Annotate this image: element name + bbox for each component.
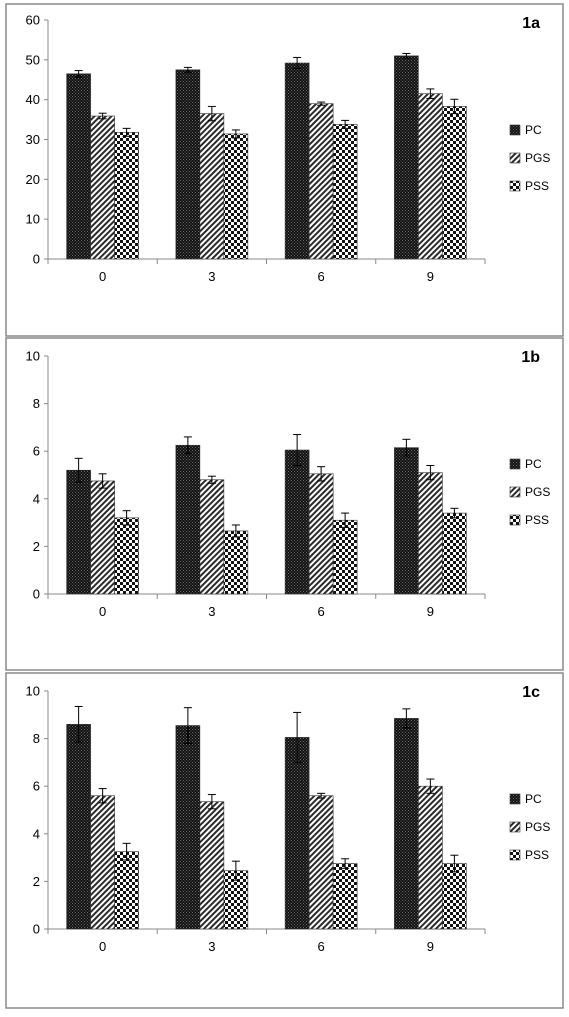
y-tick-label: 20 — [26, 172, 40, 187]
panel-frame — [5, 337, 564, 671]
bar-pgs-3 — [199, 113, 225, 260]
chart-panel-1b: 0 2 4 6 8 10 0 3 6 9 1b PC PGS PSS — [5, 337, 564, 671]
y-tick-label: 10 — [26, 684, 40, 699]
x-tick-label: 0 — [99, 939, 106, 954]
legend-label-pgs: PGS — [525, 485, 550, 499]
panel-frame — [5, 3, 564, 337]
bar-pss-0 — [114, 851, 139, 930]
bar-pc-0 — [66, 469, 91, 595]
bar-pgs-3 — [199, 801, 225, 930]
legend-swatch-pss — [509, 180, 521, 192]
legend-label-pss: PSS — [525, 179, 549, 193]
bar-pss-3 — [223, 530, 249, 595]
bar-pgs-0 — [90, 795, 115, 930]
y-tick-label: 4 — [33, 491, 40, 506]
y-tick-label: 10 — [26, 212, 40, 227]
y-tick-label: 2 — [33, 874, 40, 889]
x-tick-label: 9 — [427, 939, 434, 954]
legend-label-pgs: PGS — [525, 151, 550, 165]
bar-pc-9 — [394, 55, 419, 260]
x-tick-label: 3 — [208, 939, 215, 954]
bar-pc-0 — [66, 73, 91, 260]
bar-pss-0 — [114, 132, 139, 260]
legend-label-pc: PC — [525, 457, 542, 471]
y-tick-label: 8 — [33, 731, 40, 746]
bar-pgs-0 — [90, 115, 115, 260]
bar-pss-6 — [332, 124, 358, 260]
legend-swatch-pc — [509, 124, 521, 136]
bar-pgs-9 — [418, 785, 443, 930]
x-tick-label: 3 — [208, 269, 215, 284]
bar-pgs-6 — [308, 103, 334, 260]
bar-pc-0 — [66, 724, 91, 930]
bar-pgs-6 — [308, 473, 334, 595]
x-tick-label: 6 — [318, 604, 325, 619]
legend-swatch-pgs — [509, 486, 521, 498]
legend-label-pss: PSS — [525, 848, 549, 862]
bar-pgs-9 — [418, 472, 443, 595]
x-tick-label: 6 — [318, 939, 325, 954]
bar-pc-9 — [394, 718, 419, 930]
legend-swatch-pgs — [509, 152, 521, 164]
legend-swatch-pc — [509, 458, 521, 470]
bar-pgs-9 — [418, 93, 443, 260]
bar-pss-9 — [442, 106, 467, 260]
x-tick-label: 0 — [99, 604, 106, 619]
y-tick-label: 60 — [26, 13, 40, 28]
bar-pss-0 — [114, 517, 139, 595]
legend-swatch-pc — [509, 793, 521, 805]
y-tick-label: 6 — [33, 779, 40, 794]
legend-label-pgs: PGS — [525, 820, 550, 834]
bar-pc-3 — [175, 444, 201, 595]
bar-pss-9 — [442, 863, 467, 930]
x-tick-label: 0 — [99, 269, 106, 284]
y-tick-label: 50 — [26, 52, 40, 67]
legend-swatch-pgs — [509, 821, 521, 833]
y-tick-label: 0 — [33, 252, 40, 267]
bar-pgs-0 — [90, 480, 115, 595]
legend-swatch-pss — [509, 514, 521, 526]
bar-pgs-3 — [199, 479, 225, 595]
chart-panel-1c: 0 2 4 6 8 10 0 3 6 9 1c PC PGS PSS — [5, 672, 564, 1009]
panel-frame — [5, 672, 564, 1009]
bar-pgs-6 — [308, 795, 334, 930]
y-tick-label: 10 — [26, 349, 40, 364]
panel-label: 1a — [522, 15, 540, 32]
bar-pc-9 — [394, 447, 419, 595]
legend-swatch-pss — [509, 849, 521, 861]
bar-pss-3 — [223, 133, 249, 260]
y-tick-label: 2 — [33, 539, 40, 554]
bar-pss-9 — [442, 512, 467, 595]
x-tick-label: 3 — [208, 604, 215, 619]
y-tick-label: 30 — [26, 132, 40, 147]
x-tick-label: 9 — [427, 604, 434, 619]
legend-label-pc: PC — [525, 123, 542, 137]
bar-pc-3 — [175, 69, 201, 260]
bar-pss-6 — [332, 863, 358, 930]
panel-label: 1c — [522, 684, 540, 701]
y-tick-label: 8 — [33, 396, 40, 411]
y-tick-label: 6 — [33, 444, 40, 459]
y-tick-label: 0 — [33, 922, 40, 937]
bar-pc-6 — [284, 449, 310, 595]
legend-label-pc: PC — [525, 792, 542, 806]
x-tick-label: 6 — [318, 269, 325, 284]
panel-label: 1b — [521, 349, 540, 366]
bar-pc-6 — [284, 737, 310, 930]
y-tick-label: 4 — [33, 826, 40, 841]
x-tick-label: 9 — [427, 269, 434, 284]
y-tick-label: 0 — [33, 587, 40, 602]
y-tick-label: 40 — [26, 92, 40, 107]
chart-panel-1a: 0 10 20 30 40 50 60 0 3 6 9 1a PC PGS PSS — [5, 3, 564, 337]
bar-pc-3 — [175, 725, 201, 930]
legend-label-pss: PSS — [525, 513, 549, 527]
bar-pss-6 — [332, 519, 358, 595]
bar-pc-6 — [284, 62, 310, 260]
